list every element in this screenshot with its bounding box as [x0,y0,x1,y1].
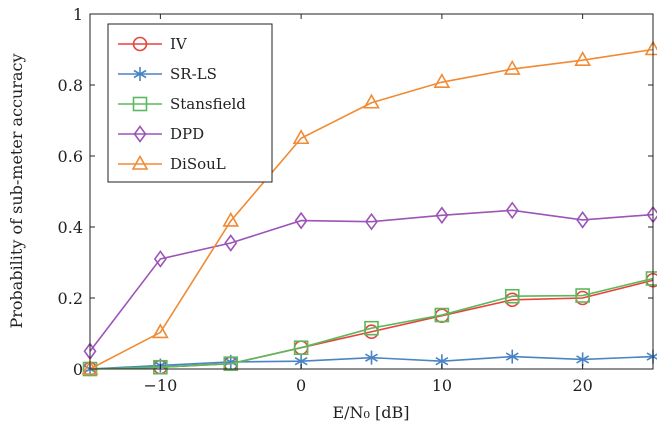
x-tick-label: 0 [296,376,306,395]
data-point-dpd [505,201,519,220]
series-dpd [83,201,657,361]
series-stansfield [82,271,657,377]
axis-ticks: −10 0 10 20 0 0.2 0.4 0.6 0.8 1 [58,5,653,395]
x-tick-label: 20 [572,376,592,395]
legend-label: SR-LS [170,65,217,83]
series-sr-ls [83,349,657,376]
data-point-disoul [292,129,310,145]
series-line-dpd [89,209,654,352]
data-point-stansfield [293,340,309,356]
series-line-disoul [89,48,654,370]
data-point-stansfield [223,356,239,371]
data-point-dpd [576,211,590,229]
data-point-stansfield [575,288,590,303]
data-point-dpd [153,250,167,268]
legend-item-iv: IV [118,35,188,53]
data-point-dpd [435,206,449,225]
data-point-dpd [294,211,308,230]
y-axis-label: Probability of sub-meter accuracy [7,53,26,328]
x-tick-label: 10 [432,376,452,395]
y-tick-label: 0.4 [58,218,83,237]
legend-label: DPD [170,125,204,143]
y-tick-label: 0.8 [58,76,83,95]
y-tick-label: 1 [73,5,83,24]
legend-item-dpd: DPD [118,125,204,143]
data-point-stansfield [364,320,379,336]
data-point-dpd [224,234,238,252]
data-point-sr-ls [365,350,378,365]
data-point-dpd [365,212,378,231]
data-point-stansfield [434,307,450,323]
data-point-disoul [503,59,521,75]
legend-marker [132,96,148,112]
data-point-disoul [152,323,169,339]
legend-label: IV [170,35,188,53]
data-point-disoul [433,73,451,88]
series-line-stansfield [89,277,654,370]
data-point-disoul [644,40,657,56]
y-tick-label: 0.6 [58,147,83,166]
series-disoul [81,40,657,375]
legend-item-disoul: DiSouL [118,154,226,173]
y-tick-label: 0.2 [58,289,83,308]
data-point-disoul [81,359,99,375]
legend-marker [133,67,147,81]
data-point-stansfield [504,288,520,304]
x-axis-label: E/N₀ [dB] [332,403,409,422]
plot-frame [89,13,654,370]
legend-item-stansfield: Stansfield [118,95,246,113]
legend-label: DiSouL [170,155,226,173]
data-point-sr-ls [505,349,519,364]
legend-marker [132,36,148,52]
data-point-disoul [574,51,591,66]
y-tick-label: 0 [73,360,83,379]
data-point-stansfield [153,359,168,375]
data-point-disoul [363,93,380,109]
series-iv [82,272,657,377]
data-point-disoul [222,211,240,227]
legend-item-sr-ls: SR-LS [118,65,217,83]
legend-box [107,23,273,183]
legend-marker [133,125,147,143]
legend: IV SR-LS Stansfield DPD DiSouL [107,23,273,183]
x-tick-label: −10 [143,376,177,395]
legend-marker [131,154,149,170]
legend-label: Stansfield [170,95,246,113]
